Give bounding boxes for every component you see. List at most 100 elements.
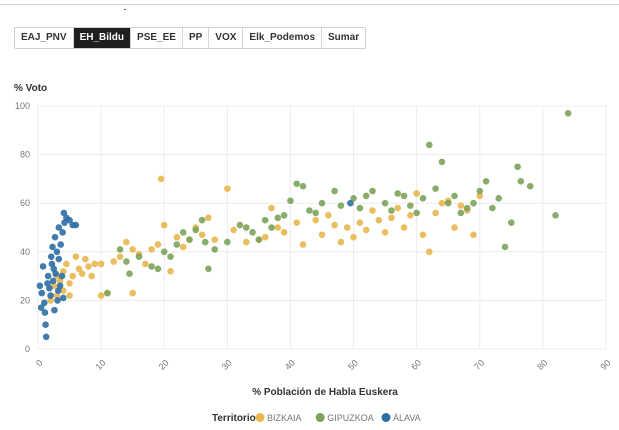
data-point: [463, 204, 471, 212]
data-point: [457, 202, 465, 209]
legend-item-label: ÁLAVA: [393, 413, 421, 423]
data-point: [205, 265, 212, 273]
data-point: [438, 199, 446, 207]
data-point: [236, 221, 244, 229]
data-point: [432, 185, 439, 192]
data-point: [116, 253, 124, 260]
legend: Territorio BIZKAIA GIPUZKOA ÁLAVA: [212, 413, 421, 424]
data-point: [201, 238, 209, 246]
data-point: [457, 209, 465, 217]
data-point: [123, 238, 130, 246]
data-point: [72, 253, 80, 260]
data-point: [400, 192, 408, 200]
data-point: [470, 231, 477, 239]
data-point: [53, 248, 61, 256]
data-point: [57, 241, 65, 248]
data-point: [400, 224, 408, 231]
tab-sumar[interactable]: Sumar: [328, 32, 360, 43]
data-point: [167, 253, 174, 260]
data-point: [318, 231, 326, 239]
data-point: [56, 282, 64, 290]
data-point: [476, 187, 484, 195]
data-point: [110, 258, 118, 265]
data-point: [230, 226, 237, 234]
data-point: [388, 207, 395, 214]
data-point: [97, 260, 105, 268]
data-point: [198, 231, 206, 239]
top-tick-mark: [124, 9, 126, 10]
x-tick-label: 10: [93, 358, 107, 372]
data-point: [337, 238, 345, 246]
data-point: [160, 248, 168, 256]
data-point: [501, 243, 509, 251]
data-point: [413, 209, 420, 217]
data-point: [47, 292, 54, 299]
x-tick-label: 90: [598, 358, 612, 372]
data-point: [179, 229, 187, 236]
tab-eh-bildu[interactable]: EH_Bildu: [73, 28, 132, 48]
data-point: [514, 163, 521, 171]
data-point: [66, 292, 73, 299]
data-point: [88, 272, 95, 280]
data-point: [123, 258, 130, 265]
data-point: [293, 180, 301, 188]
data-point: [173, 233, 181, 241]
data-point: [154, 241, 162, 248]
tab-elk-podemos[interactable]: Elk_Podemos: [243, 28, 323, 48]
tab-pse-ee[interactable]: PSE_EE: [131, 28, 183, 48]
data-point: [75, 265, 83, 273]
data-point: [451, 224, 458, 231]
data-point: [495, 195, 503, 202]
data-point: [444, 199, 452, 207]
data-point: [407, 202, 414, 209]
data-point: [331, 187, 338, 195]
data-point: [293, 219, 301, 226]
data-point: [51, 233, 59, 241]
tab-eaj-pnv[interactable]: EAJ_PNV: [15, 28, 74, 48]
data-point: [179, 243, 187, 251]
x-tick-label: 30: [220, 358, 234, 372]
data-point: [78, 270, 86, 277]
y-tick-label: 60: [20, 198, 30, 208]
x-tick-label: 70: [472, 358, 486, 372]
data-point: [381, 199, 389, 207]
top-rule: [0, 4, 619, 5]
legend-title: Territorio: [212, 413, 256, 424]
data-point: [173, 241, 181, 248]
data-point: [37, 304, 45, 311]
data-point: [135, 253, 143, 260]
data-points: [36, 109, 572, 341]
tab-pp[interactable]: PP: [183, 28, 210, 48]
data-point: [59, 229, 66, 236]
data-point: [508, 219, 515, 226]
x-tick-label: 80: [535, 358, 549, 372]
data-point: [425, 248, 433, 256]
data-point: [268, 204, 275, 212]
data-point: [356, 204, 364, 212]
data-point: [419, 195, 427, 202]
y-tick-label: 80: [20, 150, 30, 160]
y-tick-label: 100: [15, 101, 30, 111]
legend-item-label: GIPUZKOA: [327, 413, 374, 423]
data-point: [39, 263, 47, 270]
data-point: [60, 209, 68, 217]
data-point: [394, 190, 402, 197]
x-axis-title: % Población de Habla Euskera: [252, 387, 398, 398]
data-point: [287, 197, 294, 205]
data-point: [312, 209, 319, 217]
data-point: [148, 263, 155, 270]
data-point: [274, 214, 282, 222]
x-tick-label: 20: [157, 358, 171, 372]
data-point: [362, 192, 370, 200]
data-point: [369, 187, 376, 195]
data-point: [104, 289, 111, 297]
data-point: [59, 294, 67, 302]
data-point: [312, 216, 319, 224]
data-point: [438, 158, 446, 166]
data-point: [451, 192, 458, 200]
data-point: [211, 246, 219, 253]
data-point: [129, 289, 136, 297]
tab-vox[interactable]: VOX: [209, 28, 244, 48]
data-point: [167, 267, 174, 275]
